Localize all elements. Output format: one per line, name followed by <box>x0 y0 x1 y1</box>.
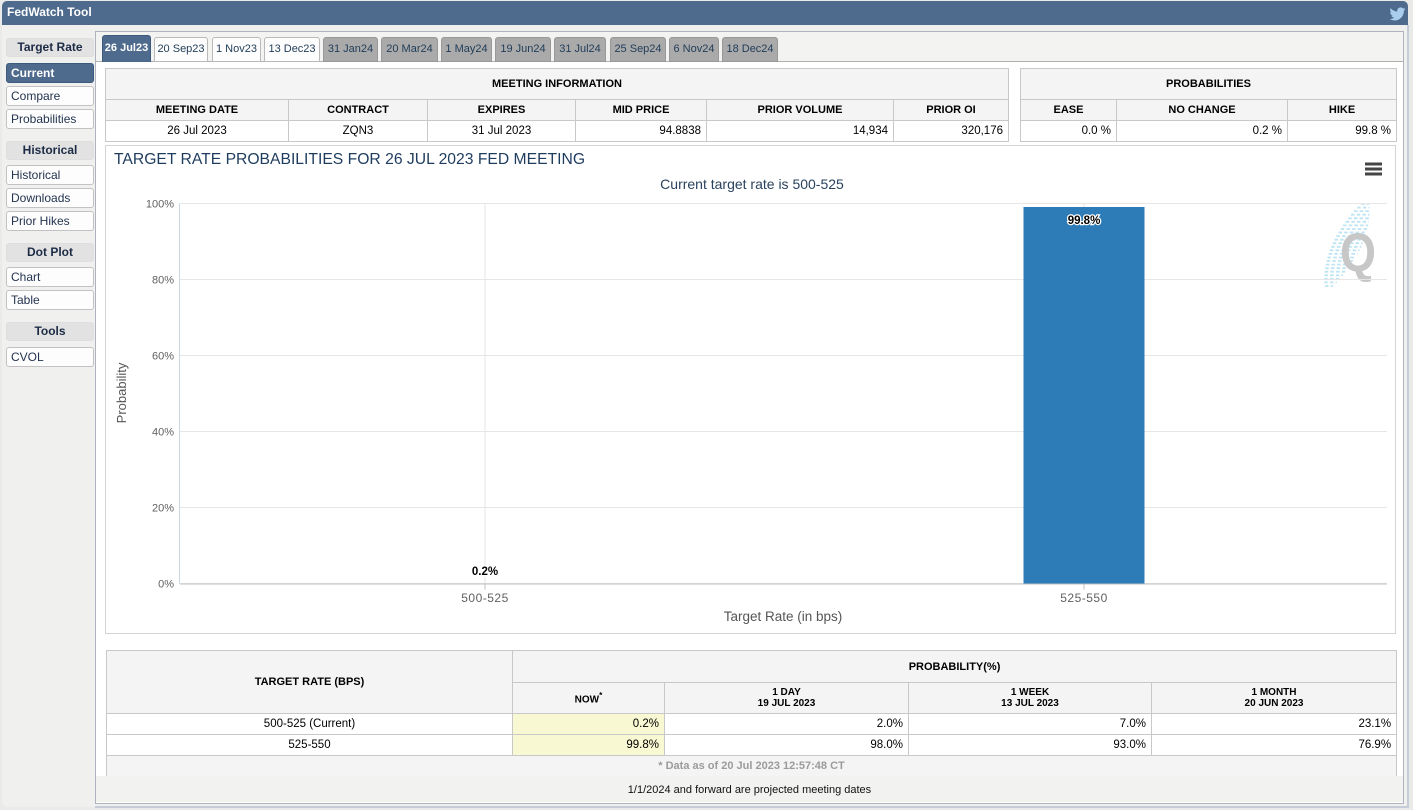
svg-text:100%: 100% <box>146 199 174 211</box>
svg-text:40%: 40% <box>152 427 174 439</box>
svg-text:500-525: 500-525 <box>461 591 509 605</box>
svg-text:20%: 20% <box>152 503 174 515</box>
svg-text:80%: 80% <box>152 275 174 287</box>
svg-text:TARGET RATE PROBABILITIES FOR: TARGET RATE PROBABILITIES FOR 26 JUL 202… <box>114 151 585 168</box>
svg-text:60%: 60% <box>152 351 174 363</box>
svg-text:Q: Q <box>1340 221 1376 283</box>
svg-text:Current target rate is 500-525: Current target rate is 500-525 <box>660 176 844 192</box>
svg-text:Probability: Probability <box>114 362 129 423</box>
svg-text:99.8%: 99.8% <box>1068 215 1101 227</box>
svg-text:0.2%: 0.2% <box>472 566 498 578</box>
svg-text:Target Rate (in bps): Target Rate (in bps) <box>724 609 843 624</box>
svg-text:525-550: 525-550 <box>1060 591 1108 605</box>
svg-text:0%: 0% <box>158 579 174 591</box>
